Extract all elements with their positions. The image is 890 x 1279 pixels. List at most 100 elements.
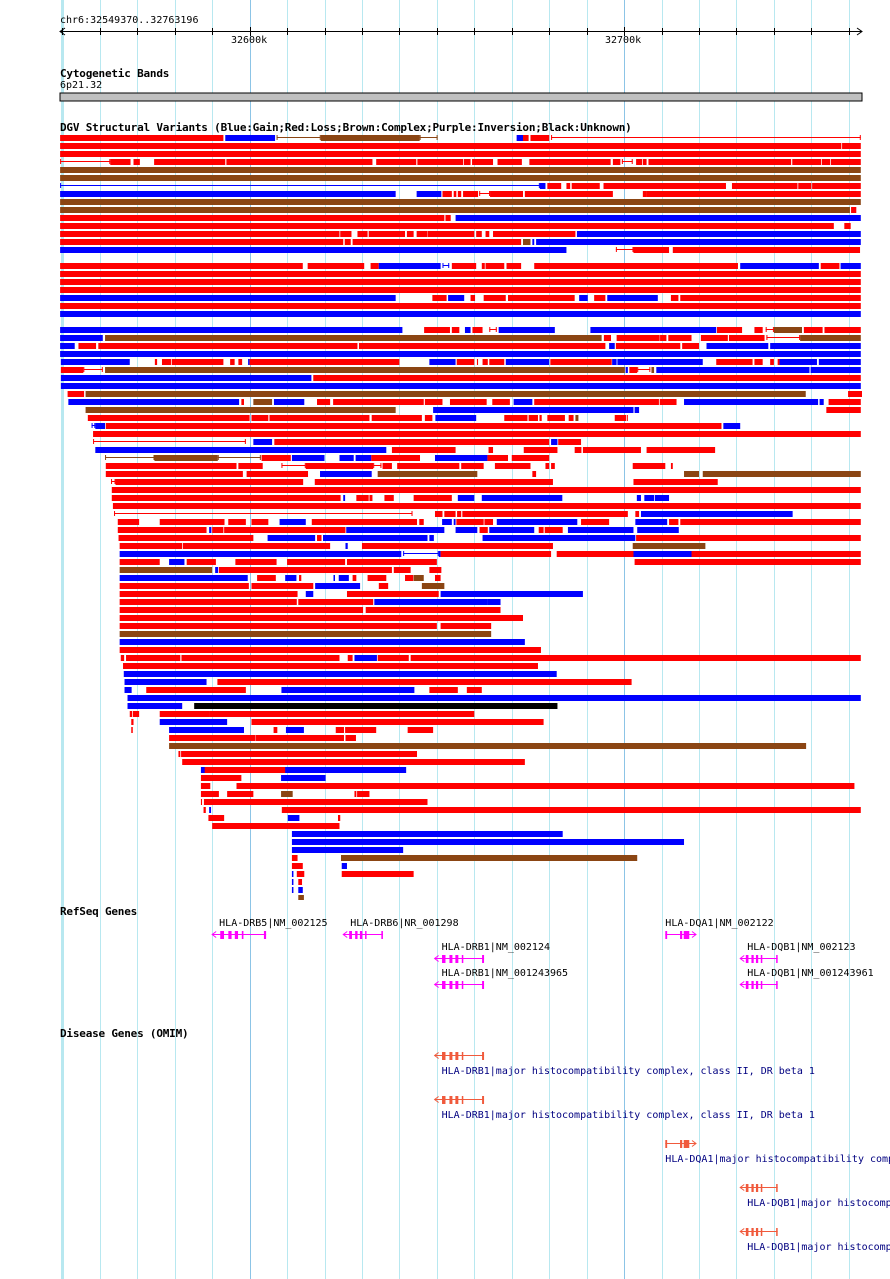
sv-loss[interactable] (406, 231, 414, 237)
sv-loss[interactable] (298, 599, 374, 605)
sv-loss[interactable] (357, 231, 368, 237)
sv-loss[interactable] (126, 655, 181, 661)
sv-loss[interactable] (659, 399, 677, 405)
sv-gain[interactable] (433, 407, 634, 413)
sv-loss[interactable] (451, 327, 460, 333)
sv-loss[interactable] (497, 159, 522, 165)
sv-loss[interactable] (670, 463, 673, 469)
sv-gain[interactable] (127, 703, 183, 709)
sv-loss[interactable] (522, 135, 529, 141)
sv-loss[interactable] (444, 511, 456, 517)
sv-gain[interactable] (225, 135, 276, 141)
sv-loss[interactable] (161, 359, 171, 365)
sv-gain[interactable] (338, 575, 349, 581)
sv-loss[interactable] (485, 263, 505, 269)
sv-loss[interactable] (119, 591, 298, 597)
sv-loss[interactable] (67, 391, 85, 397)
sv-loss[interactable] (131, 727, 133, 733)
sv-gain[interactable] (654, 495, 670, 501)
sv-loss[interactable] (371, 415, 422, 421)
sv-loss[interactable] (235, 559, 277, 565)
sv-loss[interactable] (632, 463, 666, 469)
sv-gain[interactable] (457, 495, 475, 501)
sv-gain[interactable] (354, 655, 377, 661)
cytoband-bar[interactable] (0, 0, 890, 110)
sv-loss[interactable] (770, 359, 774, 365)
sv-loss[interactable] (376, 159, 417, 165)
sv-complex[interactable] (119, 567, 213, 573)
sv-gain[interactable] (273, 399, 305, 405)
sv-gain[interactable] (343, 495, 346, 501)
sv-loss[interactable] (457, 511, 462, 517)
sv-complex[interactable] (320, 135, 420, 141)
sv-loss[interactable] (506, 263, 522, 269)
sv-gain[interactable] (567, 527, 634, 533)
sv-gain[interactable] (446, 591, 583, 597)
sv-gain[interactable] (60, 311, 861, 317)
sv-loss[interactable] (119, 599, 297, 605)
sv-loss[interactable] (340, 231, 352, 237)
sv-loss[interactable] (110, 159, 131, 165)
sv-gain[interactable] (60, 343, 75, 349)
sv-loss[interactable] (523, 447, 558, 453)
omim-gene-label[interactable]: HLA-DRB1|major histocompatibility comple… (441, 1066, 815, 1077)
sv-gain[interactable] (633, 551, 692, 557)
sv-gain[interactable] (339, 455, 354, 461)
sv-loss[interactable] (539, 415, 542, 421)
sv-gain[interactable] (378, 263, 441, 269)
sv-loss[interactable] (777, 359, 780, 365)
sv-complex[interactable] (119, 631, 492, 637)
sv-loss[interactable] (369, 495, 373, 501)
sv-loss[interactable] (200, 783, 211, 789)
sv-loss[interactable] (204, 767, 286, 773)
sv-loss[interactable] (646, 447, 716, 453)
sv-gain[interactable] (291, 887, 294, 893)
sv-loss[interactable] (451, 263, 477, 269)
sv-loss[interactable] (476, 359, 479, 365)
sv-loss[interactable] (680, 295, 861, 301)
sv-loss[interactable] (668, 335, 692, 341)
sv-loss[interactable] (508, 295, 575, 301)
sv-loss[interactable] (133, 159, 140, 165)
sv-loss[interactable] (117, 527, 207, 533)
sv-gain[interactable] (291, 871, 294, 877)
sv-loss[interactable] (346, 591, 439, 597)
sv-loss[interactable] (178, 751, 181, 757)
sv-gain[interactable] (60, 191, 396, 197)
sv-loss[interactable] (482, 359, 488, 365)
refseq-gene-label[interactable]: HLA-DRB1|NM_002124 (441, 942, 550, 953)
sv-loss[interactable] (484, 519, 494, 525)
sv-loss[interactable] (445, 215, 451, 221)
sv-loss[interactable] (700, 335, 728, 341)
sv-complex[interactable] (800, 335, 861, 341)
sv-gain[interactable] (119, 551, 402, 557)
sv-loss[interactable] (680, 519, 861, 525)
sv-loss[interactable] (60, 239, 344, 245)
sv-loss[interactable] (532, 471, 537, 477)
sv-complex[interactable] (702, 471, 861, 477)
sv-gain[interactable] (285, 727, 304, 733)
sv-complex[interactable] (60, 207, 850, 213)
sv-loss[interactable] (472, 159, 494, 165)
sv-loss[interactable] (230, 359, 235, 365)
sv-complex[interactable] (632, 543, 706, 549)
sv-gain[interactable] (60, 375, 312, 381)
sv-loss[interactable] (440, 551, 552, 557)
sv-gain[interactable] (609, 343, 615, 349)
sv-gain[interactable] (60, 295, 396, 301)
sv-unknown[interactable] (194, 703, 558, 709)
sv-gain[interactable] (656, 367, 810, 373)
sv-complex[interactable] (684, 471, 700, 477)
sv-loss[interactable] (442, 191, 452, 197)
sv-gain[interactable] (634, 407, 640, 413)
sv-loss[interactable] (682, 343, 700, 349)
sv-loss[interactable] (298, 879, 303, 885)
sv-loss[interactable] (453, 191, 457, 197)
sv-gain[interactable] (267, 535, 316, 541)
sv-loss[interactable] (405, 575, 414, 581)
sv-loss[interactable] (274, 439, 550, 445)
sv-loss[interactable] (352, 239, 522, 245)
sv-gain[interactable] (169, 727, 244, 733)
sv-loss[interactable] (466, 615, 494, 621)
sv-loss[interactable] (117, 519, 140, 525)
